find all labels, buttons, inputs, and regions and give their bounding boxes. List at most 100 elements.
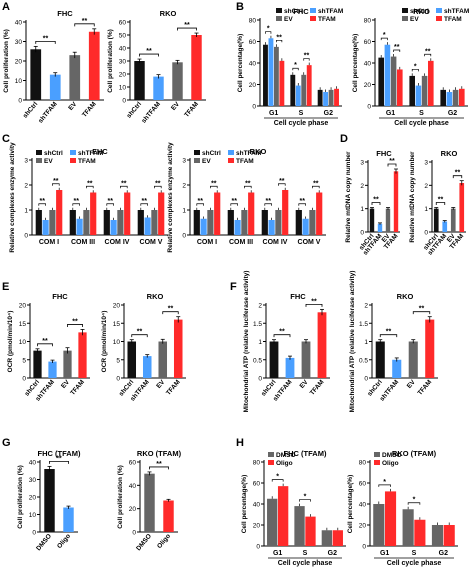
bar bbox=[393, 171, 399, 232]
significance-bracket bbox=[435, 202, 446, 205]
legend-label: DMSO bbox=[382, 452, 402, 459]
panel-letter: B bbox=[236, 1, 244, 13]
panel-letter: H bbox=[236, 437, 244, 449]
significance-mark: ** bbox=[168, 306, 174, 313]
y-tick-label: 2 bbox=[360, 183, 364, 190]
significance-bracket bbox=[72, 203, 80, 206]
category-label: G1 bbox=[380, 550, 389, 557]
y-axis-label: Cell percentage(%) bbox=[352, 34, 359, 93]
significance-bracket bbox=[412, 311, 431, 315]
significance-mark: ** bbox=[299, 198, 305, 205]
significance-mark: * bbox=[304, 494, 307, 501]
chart-title: RKO bbox=[397, 292, 414, 301]
bar bbox=[144, 217, 151, 235]
bar bbox=[241, 210, 248, 235]
y-tick-label: 0 bbox=[132, 530, 136, 537]
category-label: DMSO bbox=[35, 533, 53, 552]
significance-mark: ** bbox=[386, 329, 392, 336]
bar bbox=[263, 44, 268, 106]
legend-swatch bbox=[436, 16, 442, 21]
legend-swatch bbox=[276, 8, 282, 13]
category-label: TFAM bbox=[69, 379, 86, 397]
legend-label: TFAM bbox=[444, 16, 462, 23]
bar bbox=[214, 192, 221, 235]
significance-mark: * bbox=[294, 62, 297, 69]
bar bbox=[282, 190, 289, 235]
legend-swatch bbox=[268, 460, 274, 465]
y-tick-label: 2 bbox=[364, 303, 368, 310]
y-axis-label: Cell proliferation (%) bbox=[117, 465, 124, 529]
bar bbox=[305, 516, 316, 546]
y-tick-label: 0 bbox=[18, 98, 22, 105]
significance-bracket bbox=[139, 53, 159, 57]
category-label: S bbox=[419, 110, 424, 117]
bar bbox=[384, 44, 391, 106]
chart-title: RKO bbox=[413, 7, 430, 16]
legend-swatch bbox=[70, 150, 76, 155]
y-tick-label: 0 bbox=[360, 230, 364, 237]
significance-mark: ** bbox=[394, 44, 400, 51]
significance-mark: * bbox=[414, 63, 417, 70]
y-tick-label: 0.5 bbox=[359, 357, 368, 364]
significance-mark: ** bbox=[56, 455, 62, 462]
legend-swatch bbox=[194, 158, 200, 163]
category-label: TFAM bbox=[309, 379, 326, 397]
y-tick-label: 40 bbox=[15, 20, 23, 27]
bar bbox=[369, 208, 375, 232]
y-tick-label: 1 bbox=[258, 339, 262, 346]
bar bbox=[234, 220, 241, 235]
legend-swatch bbox=[36, 158, 42, 163]
significance-bracket bbox=[149, 466, 169, 470]
significance-mark: ** bbox=[279, 178, 285, 185]
significance-mark: ** bbox=[455, 170, 461, 177]
y-tick-label: 0 bbox=[32, 530, 36, 537]
y-axis-label: Mitochondrial ATP (relative luciferase a… bbox=[349, 271, 356, 413]
bar bbox=[151, 210, 158, 235]
y-tick-label: 0 bbox=[122, 98, 126, 105]
bar bbox=[408, 341, 418, 378]
y-axis-label: Cell percentage(%) bbox=[241, 475, 248, 534]
y-tick-label: 0 bbox=[424, 230, 428, 237]
legend-label: shCtrl bbox=[44, 150, 63, 157]
bar bbox=[127, 341, 137, 378]
chart-title: RKO (TFAM) bbox=[137, 449, 182, 458]
legend-label: shTFAM bbox=[444, 8, 469, 15]
x-axis-label: Cell cycle phase bbox=[278, 560, 333, 567]
bar bbox=[153, 76, 164, 100]
significance-mark: ** bbox=[155, 180, 161, 187]
y-tick-label: 15 bbox=[113, 321, 121, 328]
bar bbox=[443, 525, 455, 546]
bar bbox=[134, 61, 145, 100]
significance-mark: ** bbox=[107, 198, 113, 205]
legend-label: shTFAM bbox=[236, 150, 261, 157]
significance-bracket bbox=[299, 499, 311, 502]
category-label: EV bbox=[67, 100, 78, 112]
significance-mark: ** bbox=[311, 298, 317, 305]
bar bbox=[425, 319, 435, 378]
category-label: COM III bbox=[229, 239, 253, 246]
bar bbox=[294, 506, 305, 546]
y-axis-label: Mitochondrial ATP (relative luciferase a… bbox=[243, 271, 250, 413]
bar bbox=[42, 220, 49, 235]
chart-4: C 0 1 2 3 Relative complexes enzyme activity F… bbox=[2, 133, 168, 253]
chart-13: 0 20 40 60 Cell proliferation (%) RKO (TFAM) D… bbox=[117, 449, 182, 552]
bar bbox=[302, 218, 309, 235]
y-tick-label: 0 bbox=[252, 104, 256, 111]
significance-bracket bbox=[424, 53, 432, 57]
bar bbox=[317, 89, 323, 106]
bar bbox=[83, 210, 90, 235]
significance-bracket bbox=[210, 185, 218, 189]
significance-bracket bbox=[140, 203, 148, 206]
bar bbox=[78, 332, 87, 378]
legend-swatch bbox=[268, 452, 274, 457]
significance-bracket bbox=[196, 203, 204, 206]
bar bbox=[295, 85, 301, 106]
bar bbox=[207, 210, 214, 235]
significance-mark: ** bbox=[389, 158, 395, 165]
y-tick-label: 0 bbox=[367, 104, 371, 111]
significance-bracket bbox=[312, 185, 320, 189]
y-tick-label: 50 bbox=[119, 33, 127, 40]
